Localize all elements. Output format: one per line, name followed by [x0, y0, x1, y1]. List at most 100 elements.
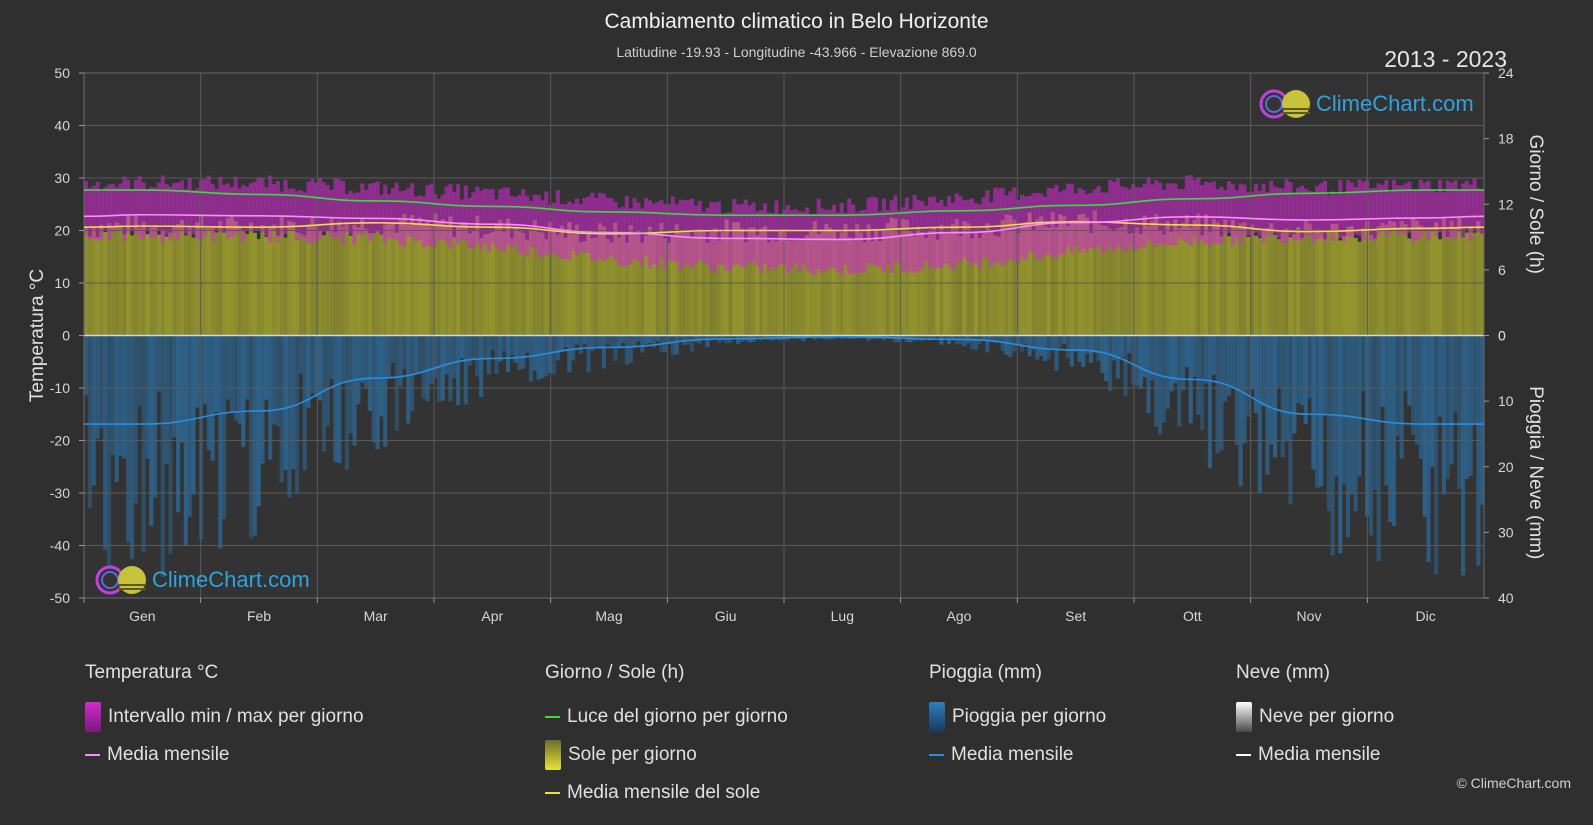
- sunshine-day-bar: [866, 224, 871, 336]
- rain-day-bar: [433, 335, 438, 379]
- sunshine-day-bar: [1426, 228, 1431, 336]
- rain-day-bar: [582, 335, 587, 345]
- rain-day-bar: [574, 335, 580, 345]
- temp-range-day-bar: [1457, 190, 1462, 233]
- temp-range-day-bar: [824, 210, 829, 271]
- logo-bottom-left[interactable]: ClimeChart.com: [94, 562, 310, 598]
- sunshine-day-bar: [843, 223, 848, 336]
- sunshine-day-bar: [233, 221, 238, 336]
- sunshine-day-bar: [1368, 234, 1374, 336]
- sunshine-day-bar: [647, 226, 652, 336]
- sunshine-day-bar: [628, 225, 633, 336]
- rain-day-bar: [1127, 335, 1132, 354]
- sunshine-day-bar: [1480, 233, 1485, 336]
- rain-day-bar: [502, 335, 507, 352]
- temp-range-day-bar: [1453, 180, 1458, 239]
- rain-day-bar: [1292, 335, 1297, 434]
- sunshine-day-bar: [367, 233, 372, 336]
- sunshine-day-bar: [958, 235, 963, 336]
- sunshine-day-bar: [1008, 215, 1013, 336]
- rain-day-bar: [709, 335, 714, 341]
- sunshine-day-bar: [1027, 212, 1032, 336]
- sunshine-day-bar: [870, 240, 875, 336]
- temp-range-day-bar: [1211, 181, 1216, 243]
- sunshine-day-bar: [1472, 232, 1477, 336]
- rain-day-bar: [563, 335, 568, 348]
- rain-day-bar: [609, 335, 614, 346]
- rain-day-bar: [410, 335, 415, 411]
- sunshine-day-bar: [1108, 228, 1113, 336]
- rain-day-bar: [989, 335, 994, 340]
- rain-day-bar: [1234, 335, 1239, 445]
- sunshine-day-bar: [383, 224, 388, 336]
- temp-range-day-bar: [126, 179, 131, 234]
- temp-range-day-bar: [1173, 183, 1178, 246]
- rain-day-bar: [310, 335, 315, 394]
- rain-day-bar: [590, 335, 595, 351]
- sunshine-day-bar: [924, 237, 929, 336]
- rain-day-bar: [644, 335, 649, 345]
- rain-day-bar: [275, 335, 280, 427]
- temp-range-day-bar: [302, 192, 307, 239]
- temp-range-day-bar: [160, 175, 165, 243]
- sunshine-day-bar: [620, 232, 626, 336]
- rain-day-bar: [164, 335, 169, 464]
- sunshine-day-bar: [762, 226, 768, 336]
- temp-range-day-bar: [479, 190, 484, 249]
- rain-day-bar: [103, 335, 108, 550]
- temp-range-day-bar: [337, 179, 342, 237]
- sunshine-day-bar: [1457, 216, 1462, 336]
- rain-day-bar: [1345, 335, 1351, 538]
- sunshine-day-bar: [91, 228, 96, 336]
- sunshine-day-bar: [1288, 237, 1293, 336]
- rain-day-bar: [471, 335, 476, 359]
- rain-day-bar: [306, 335, 311, 408]
- right-top-axis-title: Giorno / Sole (h): [1525, 135, 1546, 274]
- rain-day-bar: [594, 335, 599, 346]
- temp-range-day-bar: [475, 186, 480, 243]
- rain-day-bar: [1154, 335, 1159, 427]
- sunshine-day-bar: [410, 214, 415, 336]
- rain-day-bar: [1330, 335, 1335, 556]
- rain-day-bar: [866, 335, 871, 341]
- sunshine-day-bar: [970, 238, 975, 336]
- sunshine-day-bar: [613, 222, 618, 336]
- rain-day-bar: [1104, 335, 1109, 382]
- logo-top-right[interactable]: ClimeChart.com: [1258, 86, 1474, 122]
- temp-range-day-bar: [1100, 192, 1105, 254]
- rain-day-bar: [732, 335, 737, 338]
- rain-day-bar: [1464, 335, 1469, 479]
- month-label: Nov: [1297, 608, 1322, 624]
- temp-range-day-bar: [555, 190, 560, 257]
- temp-range-day-bar: [1065, 183, 1071, 246]
- temp-range-day-bar: [1200, 185, 1205, 241]
- sunshine-day-bar: [797, 239, 802, 336]
- rain-day-bar: [122, 335, 127, 459]
- sunshine-day-bar: [505, 218, 511, 336]
- sunshine-day-bar: [314, 225, 319, 336]
- sunshine-day-bar: [402, 214, 407, 336]
- rain-day-bar: [1437, 335, 1443, 417]
- temp-range-day-bar: [1092, 189, 1097, 250]
- temp-range-day-bar: [325, 185, 330, 233]
- temp-range-day-bar: [858, 210, 863, 274]
- rain-day-bar: [436, 335, 442, 402]
- temp-range-day-bar: [720, 213, 725, 266]
- rain-day-bar: [479, 335, 484, 398]
- sunshine-day-bar: [916, 226, 921, 336]
- temp-range-day-bar: [241, 185, 246, 243]
- sunshine-day-bar: [271, 224, 277, 336]
- rain-day-bar: [1449, 335, 1454, 465]
- temp-range-day-bar: [103, 187, 108, 230]
- temp-range-day-bar: [1338, 179, 1343, 238]
- temp-range-day-bar: [202, 179, 208, 236]
- temp-range-day-bar: [130, 189, 135, 231]
- temp-range-day-bar: [1353, 187, 1358, 235]
- sunshine-day-bar: [287, 221, 292, 336]
- logo-text: ClimeChart.com: [152, 567, 310, 592]
- rain-day-bar: [993, 335, 998, 343]
- temp-range-day-bar: [486, 189, 491, 252]
- sunshine-day-bar: [793, 238, 798, 336]
- temp-range-day-bar: [348, 190, 353, 235]
- rain-day-bar: [291, 335, 296, 470]
